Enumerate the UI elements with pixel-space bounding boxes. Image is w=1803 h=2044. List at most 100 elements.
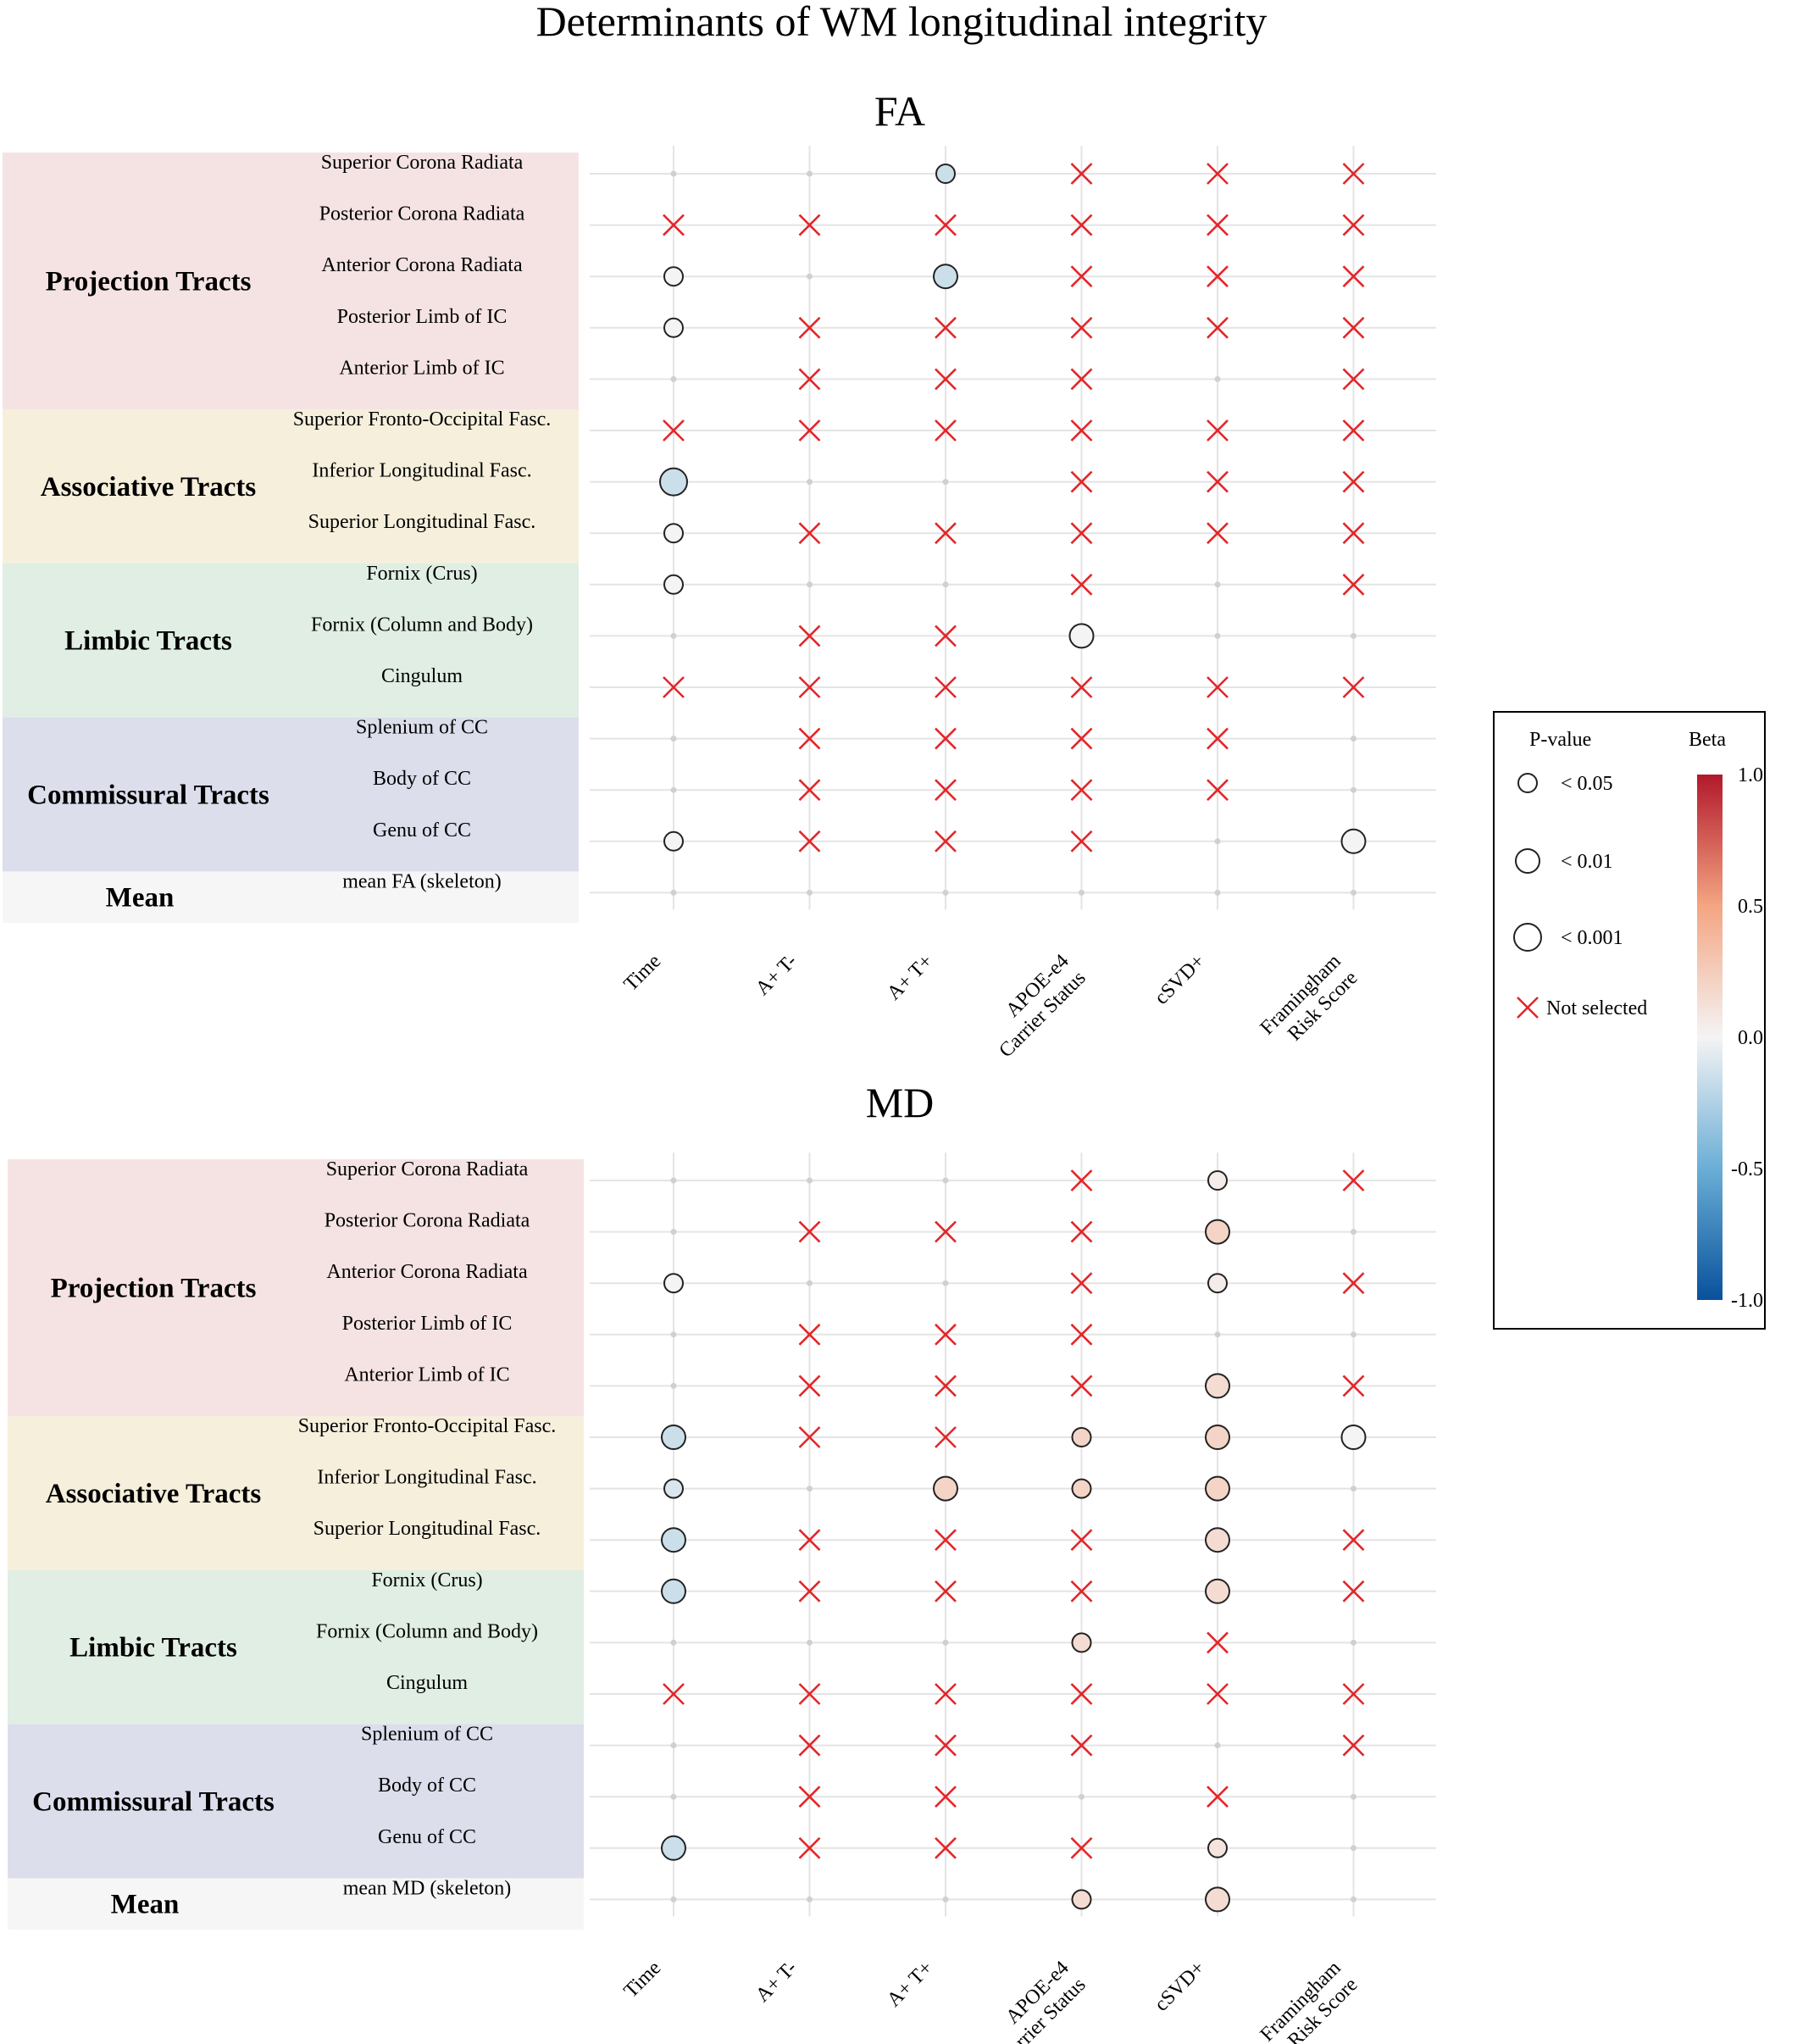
- empty-point: [942, 1896, 949, 1902]
- not-selected-mark: [1070, 214, 1093, 236]
- not-selected-mark: [1207, 419, 1229, 442]
- pvalue-legend-label: < 0.001: [1561, 927, 1623, 949]
- significance-point: [1205, 1425, 1230, 1450]
- significance-point: [663, 830, 684, 852]
- not-selected-mark: [1342, 676, 1365, 698]
- not-selected-mark: [1070, 727, 1093, 750]
- not-selected-mark: [935, 1836, 957, 1859]
- row-label: Inferior Longitudinal Fasc.: [312, 460, 531, 482]
- x-tick-label: Time: [620, 1957, 666, 2002]
- x-tick-label: Time: [620, 950, 666, 996]
- group-band: [3, 409, 579, 564]
- pvalue-legend-symbol: [1513, 923, 1542, 952]
- not-selected-mark: [1342, 1375, 1365, 1397]
- significance-point: [935, 164, 956, 184]
- significance-point: [659, 467, 688, 497]
- not-selected-mark: [1342, 214, 1365, 236]
- not-selected-mark: [935, 1683, 957, 1705]
- row-label: Posterior Corona Radiata: [325, 1210, 530, 1232]
- significance-point: [1205, 1578, 1230, 1604]
- empty-point: [1214, 375, 1221, 382]
- not-selected-mark: [1070, 1375, 1093, 1397]
- row-label: Splenium of CC: [356, 717, 488, 739]
- empty-point: [1351, 632, 1356, 639]
- empty-point: [670, 1331, 677, 1338]
- significance-point: [663, 1478, 684, 1499]
- not-selected-mark: [1070, 1836, 1093, 1859]
- significance-point: [1207, 1170, 1228, 1191]
- empty-point: [1351, 1896, 1356, 1902]
- significance-point: [1071, 1889, 1092, 1910]
- pvalue-legend-symbol: [1517, 773, 1538, 793]
- row-label: Anterior Corona Radiata: [326, 1261, 528, 1283]
- empty-point: [1351, 1639, 1356, 1646]
- significance-point: [1207, 1837, 1228, 1858]
- not-selected-mark: [1070, 368, 1093, 391]
- group-label: Commissural Tracts: [27, 780, 269, 811]
- not-selected-mark: [1070, 1169, 1093, 1191]
- panel-md: MD Projection Tracts Associative Tracts Lim…: [8, 1079, 1436, 2044]
- row-label: Inferior Longitudinal Fasc.: [317, 1467, 536, 1489]
- significance-point: [663, 317, 684, 338]
- empty-point: [807, 1280, 813, 1286]
- not-selected-mark: [935, 316, 957, 339]
- group-label: Limbic Tracts: [64, 626, 232, 657]
- not-selected-mark: [935, 1375, 957, 1397]
- not-selected-mark: [935, 1529, 957, 1552]
- not-selected-mark: [935, 419, 957, 442]
- significance-point: [933, 264, 958, 290]
- group-label: Projection Tracts: [46, 267, 252, 297]
- not-selected-mark: [798, 419, 821, 442]
- beta-legend-title: Beta: [1689, 729, 1726, 751]
- empty-point: [670, 1229, 677, 1236]
- not-selected-mark: [1342, 1734, 1365, 1757]
- row-label: mean FA (skeleton): [342, 870, 502, 892]
- not-selected-mark: [1207, 727, 1229, 750]
- not-selected-mark: [798, 779, 821, 802]
- significance-point: [661, 1527, 686, 1553]
- empty-point: [670, 1639, 677, 1646]
- row-label: Splenium of CC: [361, 1724, 493, 1746]
- not-selected-mark: [1342, 419, 1365, 442]
- group-label: Commissural Tracts: [32, 1787, 275, 1818]
- pvalue-legend-title: P-value: [1529, 729, 1591, 751]
- not-selected-mark: [1070, 1580, 1093, 1602]
- not-selected-mark: [1342, 573, 1365, 596]
- not-selected-mark: [798, 316, 821, 339]
- significance-point: [1205, 1373, 1230, 1399]
- empty-point: [1351, 889, 1356, 896]
- not-selected-mark: [1070, 522, 1093, 545]
- not-selected-mark: [1207, 1786, 1229, 1808]
- beta-tick-label: -0.5: [1731, 1158, 1763, 1180]
- empty-point: [807, 273, 813, 280]
- empty-point: [942, 581, 949, 588]
- not-selected-mark: [1070, 419, 1093, 442]
- not-selected-mark: [1070, 1220, 1093, 1243]
- not-selected-mark: [1207, 522, 1229, 545]
- not-selected-mark: [1070, 1529, 1093, 1552]
- x-tick-label: cSVD+: [1151, 950, 1209, 1008]
- significance-point: [1205, 1219, 1230, 1245]
- empty-point: [942, 1177, 949, 1184]
- not-selected-mark: [1070, 265, 1093, 288]
- empty-point: [670, 1382, 677, 1389]
- not-selected-mark: [1207, 163, 1229, 185]
- not-selected-mark: [798, 830, 821, 853]
- empty-point: [807, 1177, 813, 1184]
- significance-point: [663, 523, 684, 544]
- not-selected-mark: [1070, 470, 1093, 493]
- empty-point: [1351, 786, 1356, 793]
- significance-point: [933, 1475, 958, 1502]
- x-tick-label: FraminghamRisk Score: [1257, 950, 1362, 1056]
- pvalue-legend-label: < 0.01: [1561, 851, 1613, 873]
- significance-point: [1071, 1632, 1092, 1653]
- group-label: Associative Tracts: [41, 472, 257, 503]
- row-label: Superior Corona Radiata: [321, 152, 524, 174]
- row-label: Anterior Corona Radiata: [321, 254, 523, 276]
- not-selected-legend-label: Not selected: [1546, 997, 1647, 1019]
- empty-point: [942, 479, 949, 486]
- row-label: Body of CC: [373, 768, 471, 790]
- beta-tick-label: -1.0: [1731, 1290, 1763, 1312]
- pvalue-legend-label: < 0.05: [1561, 773, 1613, 795]
- significance-point: [663, 574, 684, 595]
